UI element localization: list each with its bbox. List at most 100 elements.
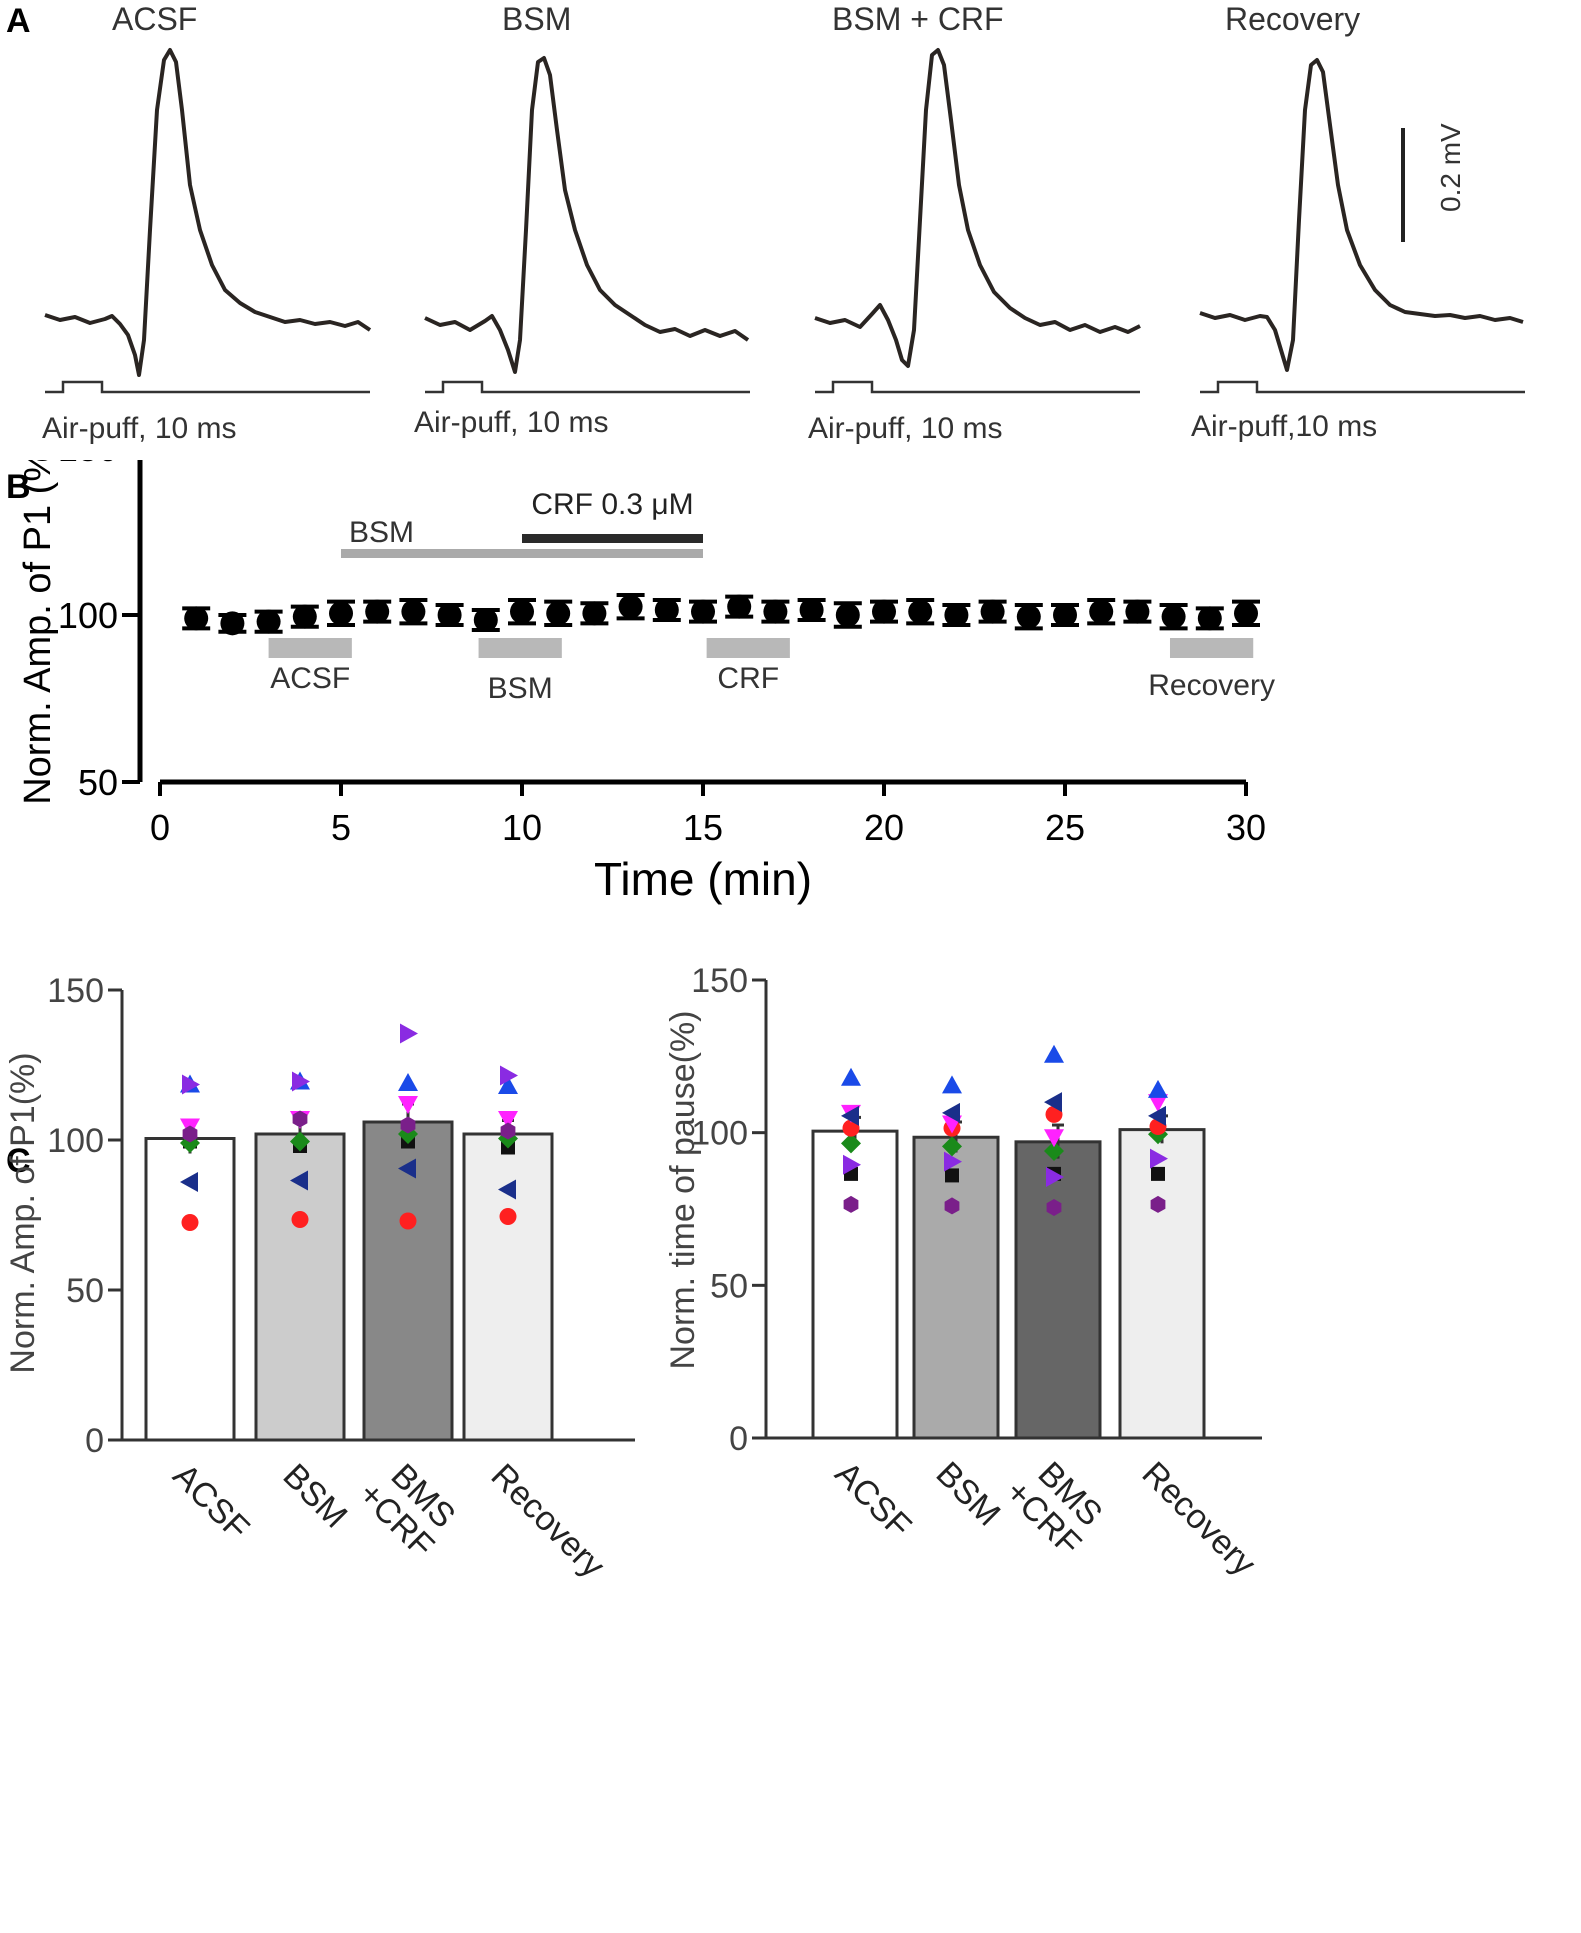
analysis-window: [268, 638, 352, 658]
data-point: [799, 597, 824, 622]
point-circle: [181, 1214, 199, 1231]
y-tick-label: 100: [47, 1122, 104, 1160]
trace-group-bsm-crf: BSM + CRF Air-puff, 10 ms: [808, 1, 1141, 445]
stimulus-label: Air-puff, 10 ms: [414, 406, 609, 439]
point-hexagon: [944, 1197, 960, 1215]
point-hexagon: [843, 1195, 859, 1213]
category-label: ACSF: [828, 1455, 919, 1546]
category-label-line: ACSF: [166, 1457, 257, 1548]
bar: [1118, 1128, 1206, 1440]
category-label-line: Recovery: [1135, 1455, 1263, 1583]
category-label: BSM: [929, 1455, 1008, 1534]
data-point: [1125, 599, 1150, 624]
data-point: [184, 606, 209, 631]
data-point: [763, 599, 788, 624]
trace-group-recovery: Recovery Air-puff,10 ms: [1191, 1, 1525, 443]
y-tick-label: 150: [47, 972, 104, 1010]
stimulus-trace: [815, 380, 1140, 394]
data-point: [256, 609, 281, 634]
data-point: [872, 599, 896, 624]
category-label: Recovery: [484, 1457, 612, 1585]
point-triangle-right: [400, 1023, 418, 1044]
point-triangle-up: [1148, 1079, 1168, 1098]
panel-letter-a: A: [6, 2, 31, 40]
point-triangle-left: [290, 1170, 308, 1191]
analysis-window: [1169, 638, 1254, 658]
data-point: [1161, 604, 1186, 629]
point-triangle-left: [1148, 1105, 1166, 1126]
x-tick-label: 20: [864, 807, 904, 848]
x-axis-label: Time (min): [594, 853, 812, 905]
data-point: [908, 599, 933, 624]
y-axis-label: Norm. Amp. of P1 (%): [17, 460, 59, 805]
application-bar-bsm: [341, 549, 703, 558]
data-point: [1234, 601, 1258, 626]
y-axis-label: Norm. time of pause(%): [664, 1011, 702, 1370]
trace-title: BSM + CRF: [832, 1, 1004, 37]
scale-bar-label: 0.2 mV: [1435, 123, 1466, 212]
y-tick-label: 50: [78, 762, 118, 803]
bar: [144, 1137, 236, 1442]
point-triangle-right: [843, 1154, 861, 1175]
data-point: [691, 599, 715, 624]
x-tick-label: 0: [150, 807, 170, 848]
stimulus-trace: [45, 380, 370, 394]
x-tick-label: 30: [1226, 807, 1266, 848]
y-tick-label: 150: [58, 460, 118, 469]
data-point: [329, 601, 353, 626]
x-tick-label: 10: [502, 807, 542, 848]
trace-group-bsm: BSM Air-puff, 10 ms: [414, 1, 750, 439]
x-tick-label: 25: [1045, 807, 1085, 848]
data-point: [727, 594, 752, 619]
data-point: [365, 599, 390, 624]
data-point: [618, 594, 643, 619]
y-tick-label: 50: [66, 1272, 104, 1310]
point-triangle-left: [1044, 1092, 1062, 1113]
y-tick-label: 0: [729, 1420, 748, 1458]
point-hexagon: [182, 1125, 198, 1143]
data-point: [437, 603, 462, 627]
data-point: [1089, 599, 1114, 624]
data-point: [473, 608, 498, 633]
data-point: [944, 603, 969, 627]
point-triangle-left: [498, 1179, 516, 1200]
category-label: ACSF: [166, 1457, 257, 1548]
stimulus-trace: [425, 380, 750, 394]
point-circle: [291, 1211, 309, 1228]
point-triangle-down: [1148, 1094, 1168, 1113]
point-triangle-up: [841, 1067, 861, 1086]
point-triangle-left: [180, 1172, 198, 1192]
stimulus-label: Air-puff,10 ms: [1191, 410, 1377, 443]
data-point: [1197, 606, 1222, 631]
analysis-window: [706, 638, 790, 658]
y-axis-label: Norm. Amp. of P1(%): [4, 1052, 42, 1373]
trace-group-acsf: ACSF Air-puff, 10 ms: [42, 1, 372, 445]
y-tick-label: 50: [710, 1267, 748, 1305]
point-circle: [1045, 1105, 1063, 1123]
point-triangle-left: [398, 1158, 416, 1179]
category-label-line: ACSF: [828, 1455, 919, 1546]
point-triangle-right: [944, 1151, 962, 1172]
point-triangle-up: [498, 1076, 518, 1094]
voltage-trace: [1199, 58, 1524, 372]
analysis-window-label: Recovery: [1148, 669, 1275, 702]
y-tick-label: 100: [58, 595, 118, 636]
point-circle: [842, 1119, 860, 1137]
point-diamond: [290, 1131, 310, 1152]
point-triangle-right: [182, 1074, 200, 1095]
y-tick-label: 0: [85, 1422, 104, 1460]
point-diamond: [942, 1136, 962, 1157]
category-label-line: BSM: [276, 1457, 355, 1536]
category-label: BSM: [276, 1457, 355, 1536]
point-diamond: [841, 1133, 861, 1154]
category-label: BMS+CRF: [351, 1450, 467, 1566]
data-point: [980, 599, 1005, 624]
point-diamond: [1044, 1140, 1064, 1161]
point-triangle-left: [841, 1105, 859, 1126]
point-triangle-left: [942, 1102, 960, 1123]
point-triangle-right: [1150, 1148, 1168, 1169]
trace-title: ACSF: [112, 1, 197, 37]
category-label: BMS+CRF: [998, 1448, 1114, 1564]
trace-title: Recovery: [1225, 1, 1360, 37]
point-hexagon: [292, 1110, 308, 1128]
